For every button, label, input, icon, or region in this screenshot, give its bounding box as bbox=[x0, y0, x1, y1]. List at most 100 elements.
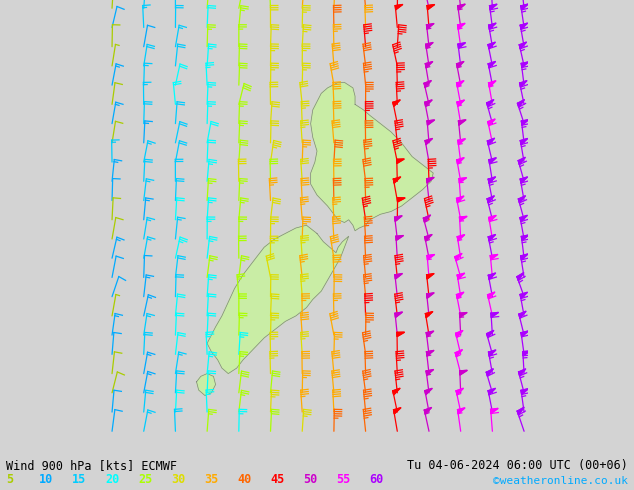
Text: 25: 25 bbox=[138, 472, 152, 486]
Polygon shape bbox=[460, 370, 467, 375]
Polygon shape bbox=[394, 177, 401, 183]
Polygon shape bbox=[488, 138, 495, 145]
Text: 30: 30 bbox=[171, 472, 185, 486]
Polygon shape bbox=[427, 254, 434, 260]
Polygon shape bbox=[487, 99, 494, 107]
Polygon shape bbox=[488, 177, 496, 183]
Polygon shape bbox=[398, 198, 405, 202]
Polygon shape bbox=[521, 331, 528, 337]
Polygon shape bbox=[458, 4, 465, 10]
Polygon shape bbox=[456, 196, 464, 202]
Text: 45: 45 bbox=[270, 472, 284, 486]
Polygon shape bbox=[427, 120, 434, 125]
Text: 15: 15 bbox=[72, 472, 86, 486]
Polygon shape bbox=[427, 350, 434, 356]
Polygon shape bbox=[489, 216, 496, 221]
Text: 60: 60 bbox=[369, 472, 383, 486]
Polygon shape bbox=[455, 350, 462, 357]
Polygon shape bbox=[486, 369, 493, 376]
Polygon shape bbox=[426, 331, 434, 337]
Polygon shape bbox=[521, 293, 527, 298]
Text: Wind 900 hPa [kts] ECMWF: Wind 900 hPa [kts] ECMWF bbox=[6, 459, 178, 472]
Polygon shape bbox=[427, 177, 434, 183]
Polygon shape bbox=[458, 24, 465, 29]
Polygon shape bbox=[457, 158, 464, 164]
Polygon shape bbox=[456, 81, 464, 87]
Polygon shape bbox=[395, 216, 402, 221]
Polygon shape bbox=[425, 139, 432, 145]
Polygon shape bbox=[197, 373, 216, 395]
Polygon shape bbox=[519, 369, 526, 376]
Polygon shape bbox=[455, 253, 462, 261]
Polygon shape bbox=[488, 119, 495, 125]
Polygon shape bbox=[521, 177, 527, 183]
Text: 20: 20 bbox=[105, 472, 119, 486]
Polygon shape bbox=[427, 4, 434, 10]
Polygon shape bbox=[456, 62, 464, 68]
Polygon shape bbox=[397, 159, 404, 164]
Polygon shape bbox=[521, 23, 527, 29]
Polygon shape bbox=[427, 293, 434, 298]
Polygon shape bbox=[458, 120, 466, 125]
Polygon shape bbox=[459, 178, 467, 183]
Polygon shape bbox=[396, 236, 403, 241]
Polygon shape bbox=[207, 225, 349, 373]
Polygon shape bbox=[517, 407, 524, 415]
Polygon shape bbox=[394, 408, 401, 414]
Polygon shape bbox=[424, 408, 432, 414]
Polygon shape bbox=[425, 389, 432, 395]
Polygon shape bbox=[489, 4, 497, 10]
Polygon shape bbox=[425, 62, 432, 68]
Text: 55: 55 bbox=[336, 472, 350, 486]
Polygon shape bbox=[517, 99, 524, 107]
Text: Tu 04-06-2024 06:00 UTC (00+06): Tu 04-06-2024 06:00 UTC (00+06) bbox=[407, 459, 628, 472]
Polygon shape bbox=[424, 215, 430, 222]
Text: 10: 10 bbox=[39, 472, 53, 486]
Polygon shape bbox=[521, 62, 529, 68]
Polygon shape bbox=[520, 81, 527, 87]
Polygon shape bbox=[425, 235, 432, 241]
Polygon shape bbox=[488, 62, 495, 68]
Polygon shape bbox=[426, 43, 433, 49]
Polygon shape bbox=[488, 273, 496, 279]
Polygon shape bbox=[489, 23, 496, 29]
Text: 50: 50 bbox=[303, 472, 317, 486]
Polygon shape bbox=[521, 139, 527, 145]
Polygon shape bbox=[521, 235, 529, 241]
Polygon shape bbox=[458, 43, 465, 49]
Polygon shape bbox=[491, 409, 498, 414]
Polygon shape bbox=[488, 389, 495, 395]
Polygon shape bbox=[523, 351, 530, 356]
Text: 35: 35 bbox=[204, 472, 218, 486]
Polygon shape bbox=[487, 330, 494, 338]
Polygon shape bbox=[521, 254, 528, 260]
Polygon shape bbox=[519, 42, 526, 49]
Polygon shape bbox=[458, 408, 465, 414]
Polygon shape bbox=[424, 80, 431, 87]
Polygon shape bbox=[488, 196, 495, 203]
Polygon shape bbox=[488, 42, 495, 49]
Polygon shape bbox=[393, 100, 400, 106]
Polygon shape bbox=[489, 158, 496, 164]
Polygon shape bbox=[519, 196, 526, 203]
Polygon shape bbox=[519, 157, 525, 165]
Text: 5: 5 bbox=[6, 472, 13, 486]
Polygon shape bbox=[425, 100, 432, 106]
Polygon shape bbox=[427, 273, 434, 279]
Polygon shape bbox=[519, 311, 526, 318]
Polygon shape bbox=[488, 235, 496, 241]
Polygon shape bbox=[456, 331, 463, 337]
Polygon shape bbox=[427, 24, 434, 29]
Polygon shape bbox=[426, 369, 434, 375]
Text: ©weatheronline.co.uk: ©weatheronline.co.uk bbox=[493, 476, 628, 486]
Polygon shape bbox=[457, 273, 465, 279]
Text: 40: 40 bbox=[237, 472, 251, 486]
Polygon shape bbox=[517, 273, 524, 280]
Polygon shape bbox=[396, 4, 403, 10]
Polygon shape bbox=[491, 313, 498, 318]
Polygon shape bbox=[456, 292, 463, 298]
Polygon shape bbox=[311, 82, 433, 231]
Polygon shape bbox=[457, 100, 464, 106]
Polygon shape bbox=[521, 389, 528, 394]
Polygon shape bbox=[393, 388, 400, 395]
